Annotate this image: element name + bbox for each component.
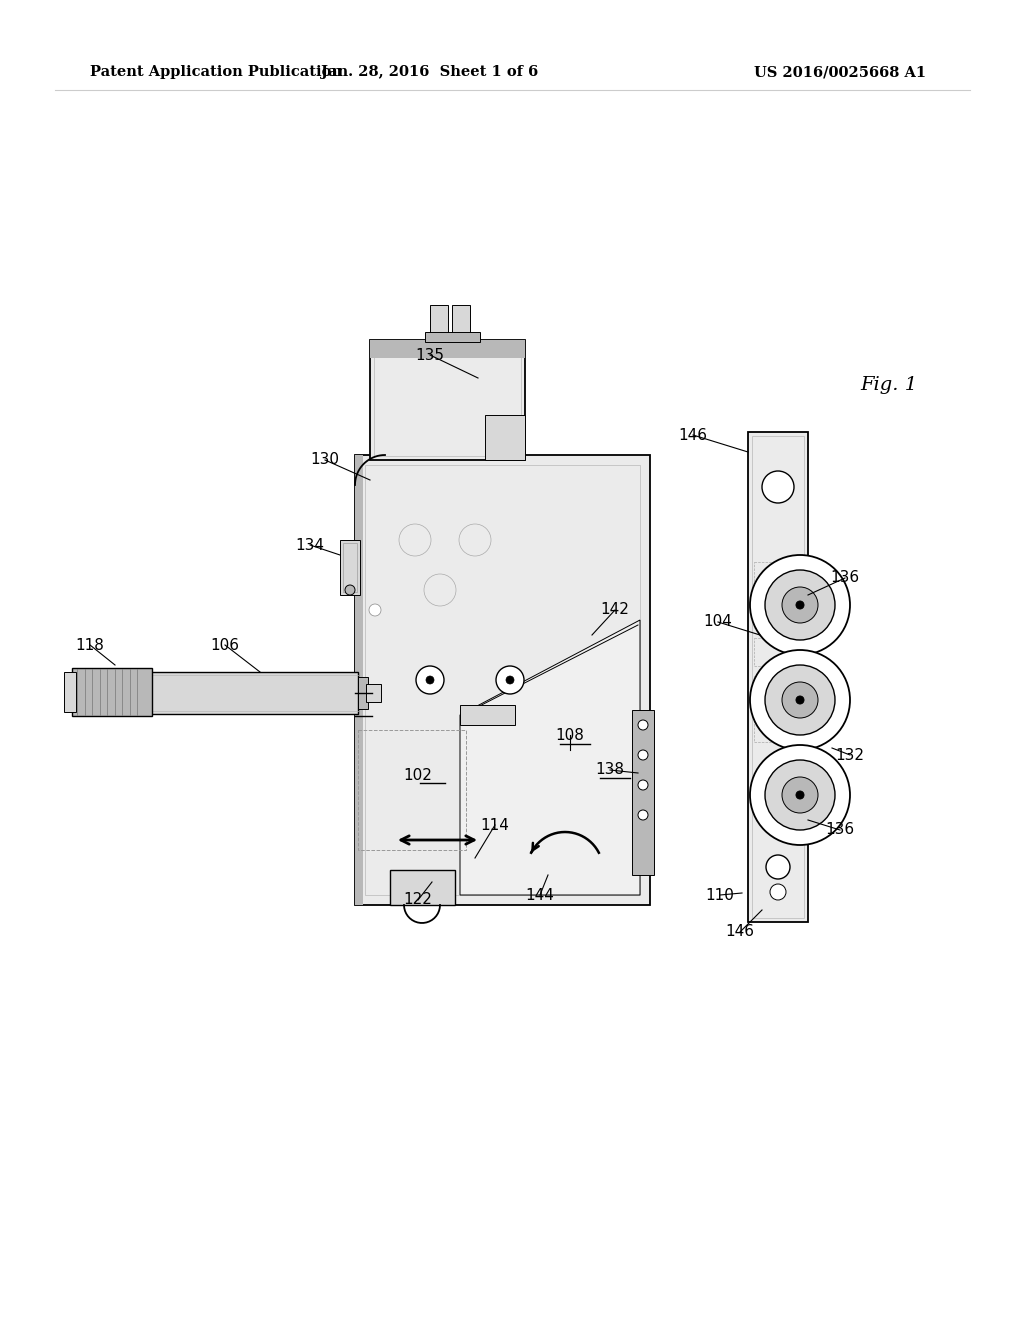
Circle shape [416, 667, 444, 694]
Text: 136: 136 [825, 822, 855, 837]
Circle shape [766, 855, 790, 879]
Text: 122: 122 [403, 892, 432, 908]
Circle shape [369, 605, 381, 616]
Bar [754, 714, 802, 742]
Text: Jan. 28, 2016  Sheet 1 of 6: Jan. 28, 2016 Sheet 1 of 6 [322, 65, 539, 79]
Circle shape [782, 682, 818, 718]
Bar [390, 870, 455, 906]
Circle shape [782, 587, 818, 623]
Text: 108: 108 [556, 727, 585, 742]
Bar [370, 341, 525, 459]
Bar [144, 675, 152, 711]
Circle shape [506, 676, 514, 684]
Bar [63, 672, 76, 711]
Circle shape [638, 780, 648, 789]
Text: 135: 135 [416, 347, 444, 363]
Text: 110: 110 [706, 887, 734, 903]
Circle shape [765, 760, 835, 830]
Circle shape [496, 667, 524, 694]
Text: 138: 138 [596, 763, 625, 777]
Circle shape [796, 791, 804, 799]
Text: 102: 102 [403, 767, 432, 783]
Polygon shape [460, 620, 640, 895]
Bar [343, 543, 357, 591]
Circle shape [750, 744, 850, 845]
Text: 144: 144 [525, 887, 554, 903]
Circle shape [765, 570, 835, 640]
Text: 106: 106 [211, 638, 240, 652]
Bar [340, 540, 360, 595]
Text: 146: 146 [725, 924, 755, 940]
Bar [355, 455, 650, 906]
Text: 146: 146 [679, 428, 708, 442]
Bar [148, 672, 358, 714]
Text: 104: 104 [703, 615, 732, 630]
Text: 134: 134 [296, 537, 325, 553]
Text: 142: 142 [600, 602, 630, 618]
Circle shape [796, 601, 804, 609]
Bar [754, 676, 802, 704]
Bar [72, 668, 152, 715]
Circle shape [345, 585, 355, 595]
Bar [752, 436, 804, 917]
Text: 132: 132 [836, 747, 864, 763]
Circle shape [638, 750, 648, 760]
Bar [754, 601, 802, 628]
Bar [485, 414, 525, 459]
Bar [370, 341, 525, 358]
Bar [430, 305, 449, 341]
Bar [748, 432, 808, 921]
Text: 136: 136 [830, 570, 859, 586]
Bar [754, 638, 802, 667]
Text: US 2016/0025668 A1: US 2016/0025668 A1 [754, 65, 926, 79]
Circle shape [762, 471, 794, 503]
Bar [452, 305, 470, 341]
Bar [754, 562, 802, 590]
Circle shape [796, 696, 804, 704]
Bar [355, 455, 362, 906]
Bar [374, 345, 521, 455]
Circle shape [765, 665, 835, 735]
Text: 118: 118 [76, 638, 104, 652]
Text: Patent Application Publication: Patent Application Publication [90, 65, 342, 79]
Bar [358, 730, 466, 850]
Text: 114: 114 [480, 817, 509, 833]
Bar [460, 705, 515, 725]
Bar [358, 677, 368, 709]
Bar [365, 465, 640, 895]
Text: Fig. 1: Fig. 1 [860, 376, 918, 393]
Bar [425, 333, 480, 342]
Circle shape [750, 554, 850, 655]
Circle shape [638, 719, 648, 730]
Circle shape [638, 810, 648, 820]
Circle shape [782, 777, 818, 813]
Text: 130: 130 [310, 453, 340, 467]
Circle shape [750, 649, 850, 750]
Circle shape [770, 884, 786, 900]
Bar [366, 684, 381, 702]
Circle shape [426, 676, 434, 684]
Bar [632, 710, 654, 875]
